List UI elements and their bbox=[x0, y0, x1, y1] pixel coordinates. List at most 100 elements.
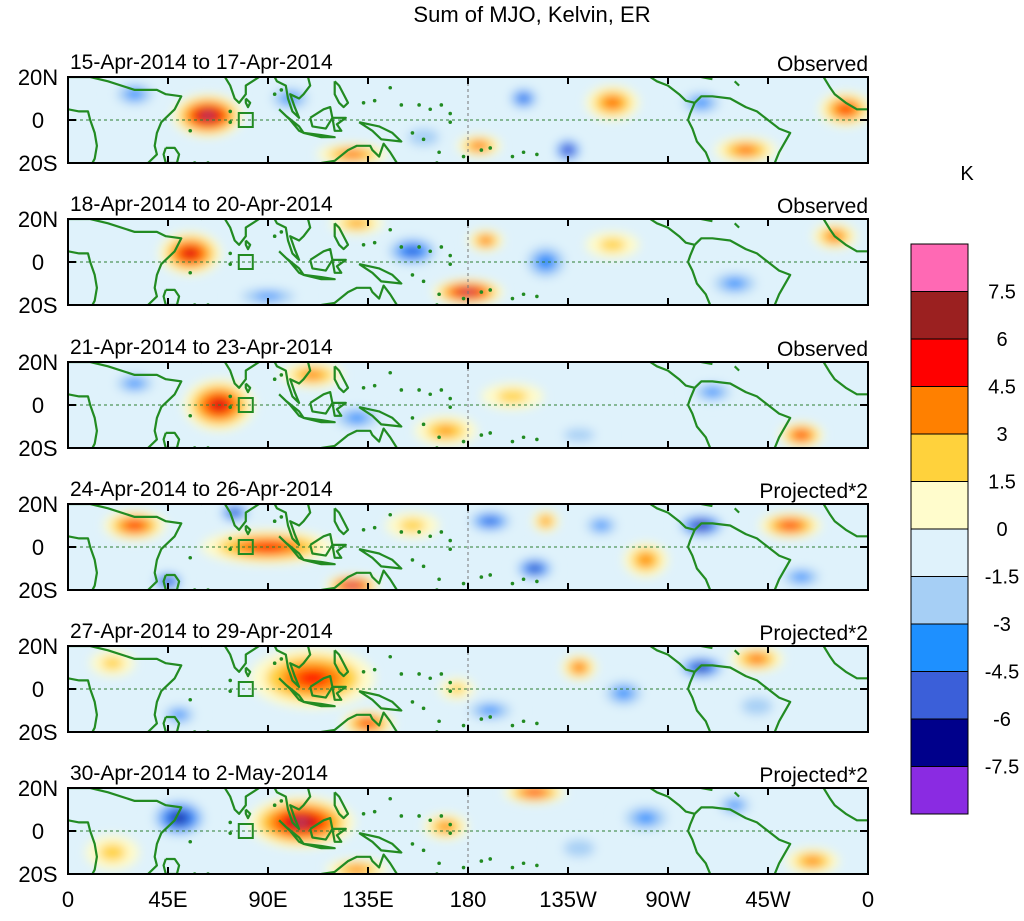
island bbox=[448, 680, 453, 685]
coastline bbox=[358, 690, 403, 712]
island bbox=[410, 558, 415, 562]
coastline bbox=[321, 427, 398, 448]
x-tick-label: 180 bbox=[450, 887, 487, 912]
anomaly-contour bbox=[635, 812, 657, 824]
anomaly-contour bbox=[753, 656, 760, 661]
island bbox=[279, 799, 284, 803]
island bbox=[437, 150, 441, 155]
island bbox=[479, 859, 484, 863]
island bbox=[448, 253, 453, 258]
island bbox=[421, 564, 426, 569]
island bbox=[388, 370, 393, 375]
island bbox=[448, 822, 453, 827]
colorbar-tick-label: -7.5 bbox=[985, 757, 1019, 779]
coastline bbox=[68, 108, 98, 163]
coastline bbox=[358, 832, 403, 854]
coastline bbox=[686, 102, 712, 163]
y-tick-label: 0 bbox=[32, 250, 44, 275]
anomaly-contour bbox=[563, 428, 595, 442]
island bbox=[228, 547, 233, 551]
island bbox=[521, 577, 526, 582]
coastline bbox=[686, 244, 712, 305]
coastline bbox=[358, 406, 403, 428]
coastline bbox=[822, 362, 868, 396]
anomaly-contour bbox=[703, 387, 722, 397]
coastline bbox=[696, 362, 713, 366]
coastline bbox=[68, 504, 183, 590]
y-tick-label: 20N bbox=[18, 65, 58, 90]
anomaly-contour bbox=[638, 554, 654, 566]
island bbox=[439, 245, 444, 249]
y-tick-label: 20N bbox=[18, 776, 58, 801]
island bbox=[279, 230, 284, 234]
panel-label: Projected*2 bbox=[759, 764, 868, 787]
island bbox=[417, 814, 421, 818]
panel-date-range: 18-Apr-2014 to 20-Apr-2014 bbox=[70, 193, 333, 216]
panel: 20N 0 20S 15-Apr-2014 to 17-Apr-2014 Observe… bbox=[18, 51, 869, 176]
coastline bbox=[822, 504, 868, 538]
coastline bbox=[331, 685, 347, 701]
colorbar-tick-label: 4.5 bbox=[988, 377, 1016, 399]
coastline bbox=[733, 649, 740, 656]
island bbox=[488, 715, 493, 719]
y-tick-label: 20S bbox=[18, 436, 57, 461]
island bbox=[421, 706, 426, 711]
panel: 20N 0 20S 24-Apr-2014 to 26-Apr-2014 Project… bbox=[18, 478, 869, 603]
island bbox=[428, 249, 433, 254]
coastline bbox=[693, 522, 792, 590]
island bbox=[448, 689, 453, 693]
coastline bbox=[649, 504, 695, 531]
island bbox=[417, 672, 421, 676]
coastline bbox=[686, 813, 712, 874]
island bbox=[272, 519, 277, 523]
colorbar-tick-label: -4.5 bbox=[985, 662, 1019, 684]
coastline bbox=[244, 382, 252, 394]
island bbox=[417, 103, 421, 107]
island bbox=[361, 670, 366, 674]
panel: 20N 0 20S 27-Apr-2014 to 29-Apr-2014 Project… bbox=[18, 620, 869, 745]
island bbox=[188, 128, 193, 133]
island bbox=[521, 719, 526, 724]
island bbox=[439, 530, 444, 534]
coastline bbox=[162, 573, 181, 590]
island bbox=[228, 678, 233, 683]
island bbox=[421, 137, 426, 142]
coastline bbox=[321, 142, 398, 163]
island bbox=[361, 812, 366, 816]
coastline bbox=[822, 788, 868, 822]
coastline bbox=[303, 558, 336, 566]
island bbox=[361, 101, 366, 105]
island bbox=[439, 672, 444, 676]
coastline bbox=[822, 219, 868, 253]
island bbox=[535, 721, 539, 726]
colorbar-tick-label: 6 bbox=[996, 329, 1007, 351]
island bbox=[448, 831, 453, 835]
anomaly-contour bbox=[349, 583, 356, 588]
island bbox=[479, 575, 484, 579]
island bbox=[372, 667, 377, 672]
coastline bbox=[162, 857, 181, 874]
coastline bbox=[192, 788, 312, 830]
island bbox=[399, 388, 404, 392]
island bbox=[228, 820, 233, 825]
coastline bbox=[649, 788, 695, 815]
colorbar-tick-label: 3 bbox=[996, 424, 1007, 446]
anomaly-contour bbox=[185, 250, 195, 257]
x-tick-label: 135W bbox=[539, 887, 597, 912]
island bbox=[399, 530, 404, 534]
coastline bbox=[68, 646, 183, 732]
coastline bbox=[333, 507, 350, 536]
island bbox=[448, 405, 453, 409]
y-tick-label: 0 bbox=[32, 393, 44, 418]
island bbox=[479, 148, 484, 152]
island bbox=[510, 581, 515, 586]
coastline bbox=[192, 504, 312, 546]
x-tick-label: 0 bbox=[62, 887, 74, 912]
island bbox=[228, 251, 233, 256]
y-tick-label: 20N bbox=[18, 350, 58, 375]
coastline bbox=[331, 116, 347, 132]
coastline bbox=[333, 365, 350, 394]
island bbox=[461, 581, 466, 586]
coastline bbox=[693, 237, 792, 305]
colorbar-tick-label: 7.5 bbox=[988, 282, 1016, 304]
